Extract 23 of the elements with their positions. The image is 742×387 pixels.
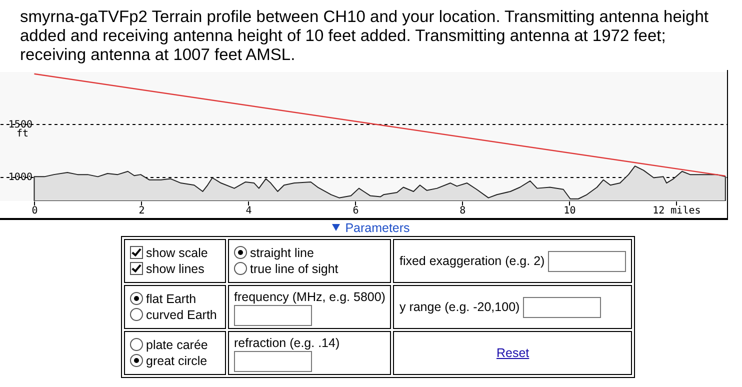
text: straight line	[250, 246, 314, 260]
text: show scale	[146, 246, 208, 260]
text: plate carée	[146, 338, 208, 352]
x-tick-label: 6	[352, 206, 359, 216]
text: Reset	[496, 346, 530, 360]
text: frequency (MHz, e.g. 5800)	[228, 285, 392, 329]
x-tick-label: 8	[460, 206, 466, 216]
chart-title: smyrna-gaTVFp2 Terrain profile between CH10 and your location. Transmitting antenna height added and receiving antenna height of 10 feet added. Transmitting antenna at 1972 feet; receiving antenna at 1007 feet AMSL.	[20, 8, 710, 65]
text: curved Earth	[146, 308, 217, 322]
x-tick-label: 0	[32, 206, 38, 216]
y-axis-title: ft	[16, 128, 29, 140]
text: show lines	[146, 262, 204, 276]
text: y range (e.g. -20,100)	[393, 285, 632, 329]
text: refraction (e.g. .14)	[228, 331, 392, 375]
text: true line of sight	[250, 262, 338, 276]
text: fixed exaggeration (e.g. 2)	[393, 239, 632, 283]
x-tick-label: 4	[246, 206, 252, 216]
text: Parameters	[344, 221, 411, 237]
x-tick-label: 10	[564, 206, 576, 216]
x-tick-label: 2	[138, 206, 145, 216]
x-tick-label: 12 miles	[652, 206, 701, 216]
text: great circle	[146, 354, 208, 368]
text: flat Earth	[146, 292, 196, 306]
